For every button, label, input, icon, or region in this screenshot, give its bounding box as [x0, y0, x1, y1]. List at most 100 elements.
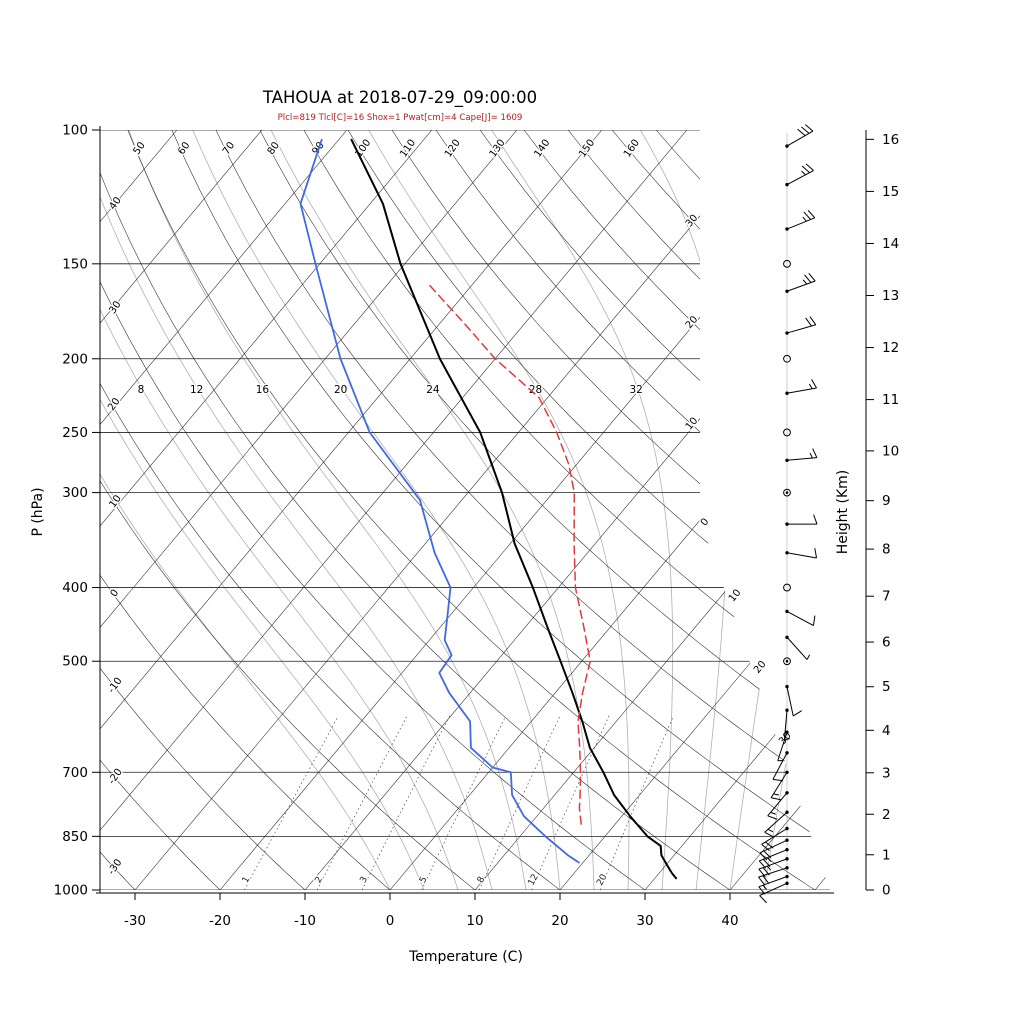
isotherm-line	[50, 130, 687, 890]
dry-adiabat-line	[524, 130, 1024, 906]
temperature-tick-label: 30	[636, 913, 653, 929]
dry-adiabat-label: 70	[221, 140, 237, 157]
wind-barb-full	[804, 212, 811, 219]
pressure-tick-label: 850	[62, 829, 88, 845]
mixing-ratio-line	[362, 716, 450, 890]
temperature-axis-label: Temperature (C)	[408, 949, 523, 965]
isotherm-line	[0, 130, 7, 890]
mixing-ratio-label: 2	[314, 875, 326, 885]
wind-barb-full	[762, 844, 770, 850]
isotherm-line	[0, 130, 177, 890]
pressure-tick-label: 500	[62, 654, 88, 670]
height-tick-label: 1	[882, 847, 891, 863]
height-tick-label: 2	[882, 807, 891, 823]
dry-adiabat-label: -30	[106, 857, 124, 877]
wind-barb-full	[798, 129, 806, 135]
calm-wind-dot	[786, 660, 789, 663]
pressure-tick-label: 400	[62, 580, 88, 596]
height-tick-label: 15	[882, 184, 899, 200]
isotherm-line	[220, 130, 857, 890]
pressure-tick-label: 300	[62, 485, 88, 501]
height-tick-label: 3	[882, 765, 891, 781]
mixing-ratio-label: 5	[418, 875, 430, 885]
wind-barb-full	[793, 711, 801, 716]
mixing-ratio-line	[244, 716, 338, 890]
wind-barb-full	[814, 515, 817, 524]
pressure-tick-label: 1000	[54, 883, 88, 899]
dry-adiabat-label: 130	[488, 138, 508, 160]
isotherm-line	[900, 130, 1024, 890]
mixing-ratio-line	[317, 716, 407, 890]
moist-adiabat-line	[271, 130, 594, 890]
isotherm-line	[475, 130, 1024, 890]
dry-adiabat-label: 140	[532, 138, 552, 160]
dry-adiabat-label: 160	[622, 138, 642, 160]
pressure-tick-label: 200	[62, 351, 88, 367]
wind-barb-full	[806, 318, 812, 326]
dewpoint-profile	[301, 140, 579, 863]
dry-adiabat-line	[436, 130, 1024, 906]
wind-barb-full	[760, 896, 767, 903]
moist-adiabat-label: 32	[629, 384, 642, 396]
pressure-tick-label: 700	[62, 765, 88, 781]
isotherm-line	[390, 130, 1024, 890]
pressure-tick-label: 100	[62, 123, 88, 139]
temperature-tick-label: -20	[209, 913, 231, 929]
temperature-tick-label: 0	[386, 913, 395, 929]
isotherm-label: 20	[684, 314, 701, 331]
wind-barb-half	[768, 829, 773, 832]
height-tick-label: 13	[882, 288, 899, 304]
mixing-ratio-line	[532, 716, 610, 890]
wind-barb-full	[806, 164, 813, 171]
isotherm-label: 10	[727, 587, 744, 604]
height-tick-label: 5	[882, 679, 891, 695]
dry-adiabat-label: -20	[107, 767, 125, 787]
moist-adiabat-line	[129, 130, 526, 890]
moist-adiabat-line	[369, 130, 629, 890]
dry-adiabat-label: 60	[176, 140, 192, 157]
dry-adiabat-line	[348, 130, 1024, 906]
wind-barb-full	[813, 449, 817, 458]
wind-barb-full	[802, 166, 809, 173]
parcel-profile	[429, 285, 590, 824]
temperature-profile	[352, 140, 677, 878]
mixing-ratio-label: 12	[527, 873, 541, 888]
dry-adiabat-label: 10	[108, 493, 124, 510]
dry-adiabat-label: 80	[266, 140, 282, 157]
wind-barb-full	[810, 317, 816, 325]
wind-barb-half	[771, 812, 776, 814]
moist-adiabat-line	[764, 130, 892, 890]
wind-barb-full	[805, 125, 813, 131]
mixing-ratio-label: 20	[595, 872, 609, 887]
wind-barb-full	[813, 616, 814, 626]
moist-adiabat-label: 24	[426, 384, 440, 396]
isotherm-label: 20	[752, 659, 769, 676]
pressure-tick-label: 150	[62, 256, 88, 272]
moist-adiabat-line	[492, 130, 673, 890]
wind-barb-staff	[787, 553, 817, 558]
dry-adiabat-label: 110	[398, 138, 418, 160]
dry-adiabat-line	[392, 130, 1024, 906]
height-tick-label: 11	[882, 392, 899, 408]
dry-adiabat-label: 150	[577, 138, 597, 160]
wind-barb-full	[801, 127, 809, 133]
wind-barb-half	[801, 171, 805, 175]
wind-barb-full	[812, 379, 817, 388]
dry-adiabat-label: -10	[106, 676, 124, 696]
mixing-ratio-label: 3	[359, 875, 371, 885]
wind-barb-staff	[787, 611, 813, 625]
moist-adiabat-label: 8	[138, 384, 145, 396]
wind-barb-half	[803, 217, 807, 221]
temperature-tick-label: 40	[721, 913, 738, 929]
wind-barb-half	[803, 280, 807, 284]
chart-title: TAHOUA at 2018-07-29_09:00:00	[262, 88, 537, 108]
height-tick-label: 8	[882, 542, 891, 558]
wind-barbs-layer	[758, 125, 817, 903]
moist-adiabat-label: 12	[190, 384, 203, 396]
dry-adiabat-line	[0, 130, 409, 906]
wind-barb-full	[809, 273, 815, 281]
wind-barb-staff	[787, 131, 813, 146]
height-tick-label: 7	[882, 589, 891, 605]
isotherm-line	[135, 130, 772, 890]
